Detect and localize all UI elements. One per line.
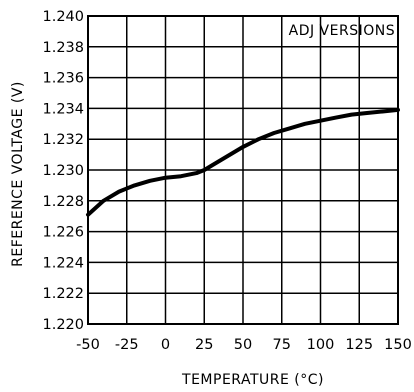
plot-frame <box>87 15 399 325</box>
x-tick-label: 75 <box>273 337 291 353</box>
x-tick-label: 25 <box>195 337 213 353</box>
x-tick-label: -25 <box>115 337 139 353</box>
y-tick-label: 1.232 <box>42 132 84 148</box>
y-tick-label: 1.234 <box>42 101 84 117</box>
y-tick-label: 1.240 <box>42 9 84 25</box>
y-tick-label: 1.224 <box>42 255 84 271</box>
x-tick-label: 0 <box>161 337 170 353</box>
y-axis-label: REFERENCE VOLTAGE (V) <box>10 81 26 267</box>
y-tick-label: 1.222 <box>42 286 84 302</box>
x-tick-label: 150 <box>384 337 412 353</box>
x-axis-label: TEMPERATURE (°C) <box>181 372 324 388</box>
y-tick-label: 1.226 <box>42 225 84 241</box>
series-line <box>86 107 400 217</box>
x-tick-label: 125 <box>345 337 373 353</box>
grid <box>87 15 399 325</box>
tick-labels: -50 -25 0 25 50 75 100 125 150 1.220 1.222 1.224 1.2… <box>42 9 411 353</box>
x-tick-label: 50 <box>234 337 252 353</box>
y-tick-label: 1.238 <box>42 40 84 56</box>
x-tick-label: -50 <box>76 337 100 353</box>
y-tick-label: 1.228 <box>42 194 84 210</box>
y-tick-label: 1.220 <box>42 317 84 333</box>
y-tick-label: 1.230 <box>42 163 84 179</box>
annotation-label: ADJ VERSIONS <box>289 23 395 39</box>
y-tick-label: 1.236 <box>42 71 84 87</box>
x-tick-label: 100 <box>307 337 335 353</box>
